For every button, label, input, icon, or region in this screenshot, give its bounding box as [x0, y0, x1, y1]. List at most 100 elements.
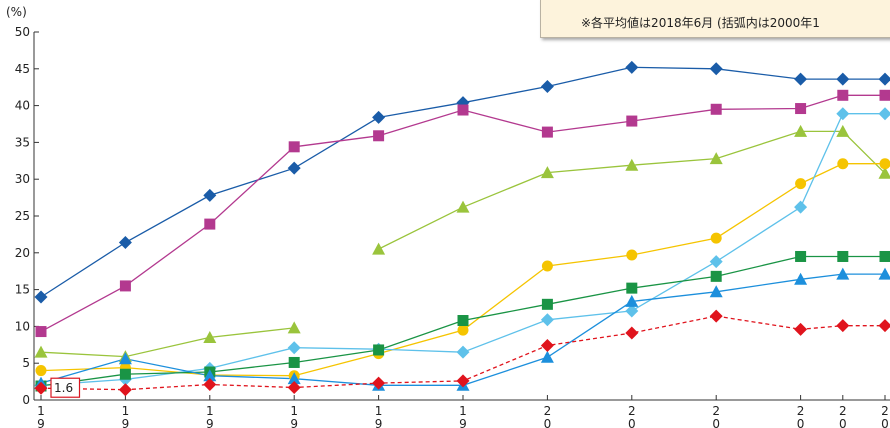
data-point-diamond [456, 374, 470, 388]
data-point-diamond [287, 161, 301, 175]
x-tick-label: 9 [37, 417, 45, 428]
data-point-triangle [878, 267, 890, 280]
data-point-square [457, 315, 469, 327]
y-tick-label: 50 [15, 25, 30, 39]
data-point-diamond [794, 322, 808, 336]
y-tick-label: 45 [15, 62, 30, 76]
y-tick-label: 20 [15, 246, 30, 260]
data-point-square [541, 126, 553, 138]
data-point-square [626, 282, 638, 294]
data-point-diamond [372, 376, 386, 390]
data-point-triangle [118, 352, 132, 365]
data-point-diamond [203, 188, 217, 202]
data-point-triangle [34, 345, 48, 358]
series-line [40, 66, 885, 298]
chart-axes: 05101520253035404550(%)19191919191920202… [6, 5, 890, 428]
data-annotations: 1.610.1 [50, 377, 81, 398]
data-point-square [288, 141, 300, 153]
data-point-square [119, 280, 131, 292]
data-point-diamond [709, 62, 723, 76]
x-tick-label: 1 [122, 404, 130, 418]
data-point-square [795, 103, 807, 115]
data-point-triangle [203, 369, 217, 382]
footnote-box: ※各平均値は2018年6月 (括弧内は2000年1 [540, 0, 890, 38]
data-point-diamond [794, 200, 808, 214]
data-point-diamond [625, 304, 639, 318]
data-point-triangle [794, 272, 808, 285]
data-point-square [541, 298, 553, 310]
y-tick-label: 35 [15, 135, 30, 149]
y-unit-label: (%) [6, 5, 27, 19]
series-line [40, 163, 885, 377]
x-tick-label: 0 [839, 417, 847, 428]
data-point-diamond [625, 60, 639, 74]
data-point-diamond [540, 339, 554, 353]
data-point-triangle [372, 242, 386, 255]
data-point-square [837, 89, 849, 101]
series-line [40, 273, 885, 386]
data-point-square [35, 326, 47, 338]
data-point-diamond [372, 110, 386, 124]
data-point-diamond [118, 383, 132, 397]
data-point-diamond [836, 72, 850, 86]
x-tick-label: 1 [290, 404, 298, 418]
series-line [40, 327, 295, 358]
data-point-triangle [878, 166, 890, 179]
series-lines [40, 66, 886, 391]
x-tick-label: 1 [206, 404, 214, 418]
annotation-box [50, 377, 81, 398]
series-line [40, 315, 885, 391]
x-tick-label: 9 [375, 417, 383, 428]
data-point-circle [626, 249, 638, 261]
x-tick-label: 0 [881, 417, 889, 428]
y-tick-label: 0 [22, 393, 30, 407]
x-tick-label: 0 [628, 417, 636, 428]
y-tick-label: 15 [15, 283, 30, 297]
y-tick-label: 40 [15, 99, 30, 113]
data-point-diamond [203, 378, 217, 392]
x-tick-label: 0 [712, 417, 720, 428]
data-point-diamond [540, 313, 554, 327]
data-point-square [626, 115, 638, 127]
series-line [40, 94, 885, 333]
data-point-triangle [287, 372, 301, 385]
data-point-triangle [836, 124, 850, 137]
data-point-triangle [709, 152, 723, 165]
x-tick-label: 2 [544, 404, 552, 418]
x-tick-label: 2 [712, 404, 720, 418]
data-point-circle [35, 365, 47, 377]
data-point-diamond [836, 107, 850, 121]
data-point-circle [457, 324, 469, 336]
data-point-square [204, 218, 216, 230]
data-point-diamond [878, 72, 890, 86]
y-tick-label: 10 [15, 319, 30, 333]
data-point-circle [879, 158, 890, 170]
data-point-diamond [709, 309, 723, 323]
data-point-square [373, 130, 385, 142]
y-tick-label: 30 [15, 172, 30, 186]
data-point-square [710, 103, 722, 115]
data-point-square [879, 89, 890, 101]
x-tick-label: 0 [544, 417, 552, 428]
data-point-diamond [34, 290, 48, 304]
data-point-circle [541, 260, 553, 272]
data-point-square [837, 250, 849, 262]
data-point-triangle [794, 124, 808, 137]
data-point-diamond [456, 345, 470, 359]
x-tick-label: 0 [797, 417, 805, 428]
data-point-diamond [836, 319, 850, 333]
footnote-text: ※各平均値は2018年6月 (括弧内は2000年1 [581, 16, 820, 30]
x-tick-label: 9 [122, 417, 130, 428]
data-point-triangle [287, 321, 301, 334]
x-tick-label: 2 [881, 404, 889, 418]
data-point-circle [837, 158, 849, 170]
data-point-diamond [878, 107, 890, 121]
data-point-triangle [456, 200, 470, 213]
data-point-triangle [540, 350, 554, 363]
data-point-square [457, 104, 469, 116]
data-point-triangle [203, 330, 217, 343]
x-tick-label: 1 [375, 404, 383, 418]
data-point-square [710, 270, 722, 282]
data-point-square [879, 250, 890, 262]
